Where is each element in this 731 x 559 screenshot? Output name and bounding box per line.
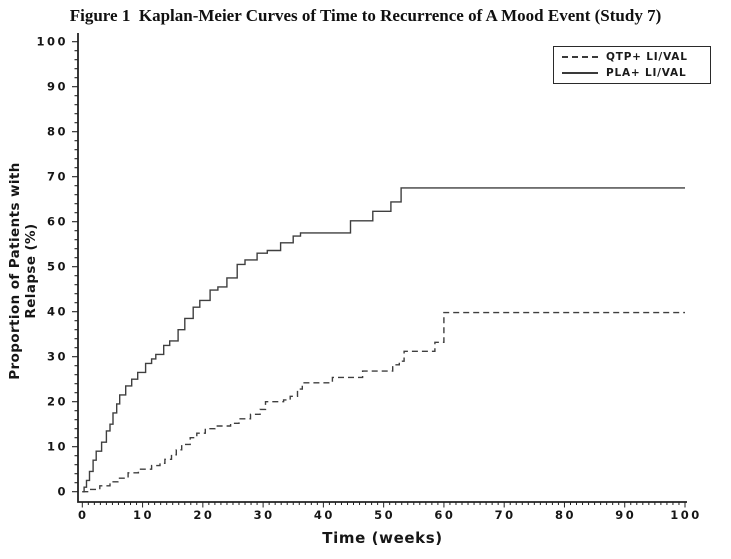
y-tick-label: 20 [47,395,68,409]
legend-label-pla: PLA+ LI/VAL [606,66,687,79]
x-axis-title: Time (weeks) [322,529,443,547]
legend-box: QTP+ LI/VAL PLA+ LI/VAL [553,46,711,84]
y-tick-label: 100 [36,35,68,49]
axes-frame [77,33,687,503]
y-tick-label: 40 [47,305,68,319]
y-tick-label: 0 [57,485,68,499]
legend-label-qtp: QTP+ LI/VAL [606,51,688,64]
dashed-line-sample [562,56,598,59]
x-tick-label: 30 [254,508,275,522]
x-tick-label: 50 [374,508,395,522]
solid-line-sample [562,71,598,74]
y-tick-label: 80 [47,125,68,139]
y-tick-label: 70 [47,170,68,184]
x-tick-label: 0 [78,508,89,522]
y-tick-label: 10 [47,440,68,454]
x-tick-label: 40 [314,508,335,522]
x-tick-label: 20 [193,508,214,522]
y-axis-title: Proportion of Patients with Relapse (%) [7,162,39,380]
x-tick-label: 70 [495,508,516,522]
x-tick-label: 60 [434,508,455,522]
x-tick-label: 100 [670,508,702,522]
km-curve-pla [82,187,685,493]
y-tick-label: 30 [47,350,68,364]
figure-title: Figure 1 Kaplan-Meier Curves of Time to … [69,6,662,25]
y-tick-label: 60 [47,215,68,229]
y-tick-label: 90 [47,80,68,94]
km-curve-qtp [82,311,685,493]
x-tick-label: 10 [133,508,154,522]
y-tick-label: 50 [47,260,68,274]
x-tick-label: 90 [615,508,636,522]
x-tick-label: 80 [555,508,576,522]
legend-item-pla: PLA+ LI/VAL [562,66,702,80]
legend-item-qtp: QTP+ LI/VAL [562,50,702,64]
